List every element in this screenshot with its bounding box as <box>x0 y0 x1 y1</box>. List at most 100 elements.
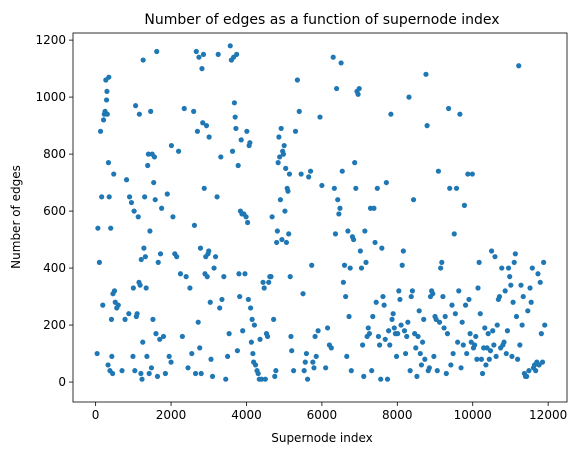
data-point <box>240 328 246 334</box>
data-point <box>312 333 318 340</box>
data-point <box>393 353 400 360</box>
data-point <box>294 77 300 83</box>
data-point <box>235 162 241 169</box>
data-point <box>388 111 394 117</box>
data-point <box>162 370 168 377</box>
data-point <box>449 302 455 308</box>
data-point <box>192 370 199 377</box>
data-point <box>159 205 165 211</box>
data-point <box>403 350 409 357</box>
data-point <box>95 225 101 231</box>
data-point <box>444 331 451 337</box>
data-point <box>496 293 503 300</box>
data-point <box>380 293 386 300</box>
data-point <box>484 345 490 351</box>
data-point <box>476 259 482 265</box>
data-point <box>122 316 128 322</box>
data-point <box>233 125 239 132</box>
data-point <box>404 333 410 340</box>
data-point <box>504 328 511 334</box>
data-point <box>363 259 369 265</box>
data-point <box>482 325 488 331</box>
data-point <box>344 353 350 360</box>
data-point <box>199 66 205 72</box>
data-point <box>183 274 189 280</box>
data-point <box>527 285 533 291</box>
data-point <box>142 194 148 200</box>
data-point <box>410 197 417 203</box>
data-point <box>175 148 182 154</box>
data-point <box>108 316 115 322</box>
data-point <box>524 373 530 379</box>
data-point <box>218 154 224 160</box>
data-point <box>94 350 100 357</box>
data-point <box>185 365 191 371</box>
data-point <box>292 128 299 134</box>
data-point <box>195 319 201 325</box>
data-point <box>291 368 297 374</box>
data-point <box>347 265 353 271</box>
data-point <box>399 262 405 268</box>
data-point <box>348 368 354 374</box>
data-point <box>366 331 372 337</box>
data-point <box>396 288 402 294</box>
y-tick-label: 1200 <box>35 33 66 47</box>
data-point <box>208 356 214 362</box>
data-point <box>416 308 422 314</box>
data-point <box>328 345 334 351</box>
data-point <box>200 120 206 126</box>
data-point <box>250 350 256 357</box>
data-point <box>353 185 359 191</box>
data-point <box>494 322 500 328</box>
data-point <box>525 308 531 314</box>
data-point <box>517 342 523 348</box>
data-point <box>279 236 285 243</box>
data-point <box>283 239 290 246</box>
data-point <box>128 199 135 206</box>
data-point <box>453 185 460 191</box>
data-point <box>336 211 342 217</box>
chart-title: Number of edges as a function of superno… <box>144 12 499 28</box>
data-point <box>111 171 117 177</box>
data-point <box>168 359 174 365</box>
data-point <box>306 174 312 180</box>
data-point <box>152 197 158 203</box>
data-point <box>468 339 474 345</box>
data-point <box>386 328 392 334</box>
y-tick-label: 0 <box>58 375 66 389</box>
data-point <box>196 54 202 60</box>
data-point <box>151 179 157 186</box>
data-point <box>131 208 137 214</box>
data-point <box>369 368 375 374</box>
data-point <box>134 311 140 317</box>
data-point <box>200 51 207 57</box>
data-point <box>123 177 130 183</box>
plot-area <box>72 32 568 403</box>
data-point <box>276 134 282 140</box>
data-point <box>285 188 291 194</box>
data-point <box>510 299 516 305</box>
data-point <box>376 342 383 348</box>
data-point <box>491 342 497 348</box>
data-point <box>144 353 150 360</box>
data-point <box>462 302 469 308</box>
data-point <box>537 279 543 285</box>
data-point <box>458 365 464 371</box>
y-tick-label: 200 <box>43 318 66 332</box>
data-point <box>106 74 112 80</box>
data-point <box>461 202 468 208</box>
data-point <box>533 368 539 374</box>
data-point <box>302 359 308 365</box>
data-point <box>303 350 310 357</box>
data-point <box>508 282 514 288</box>
data-point <box>277 197 283 203</box>
data-point <box>418 362 425 368</box>
data-point <box>460 342 466 348</box>
data-point <box>371 205 377 211</box>
data-point <box>298 171 304 177</box>
data-point <box>467 331 473 337</box>
data-point <box>236 271 242 277</box>
data-point <box>130 285 136 291</box>
data-point <box>111 288 118 294</box>
data-point <box>189 350 195 357</box>
